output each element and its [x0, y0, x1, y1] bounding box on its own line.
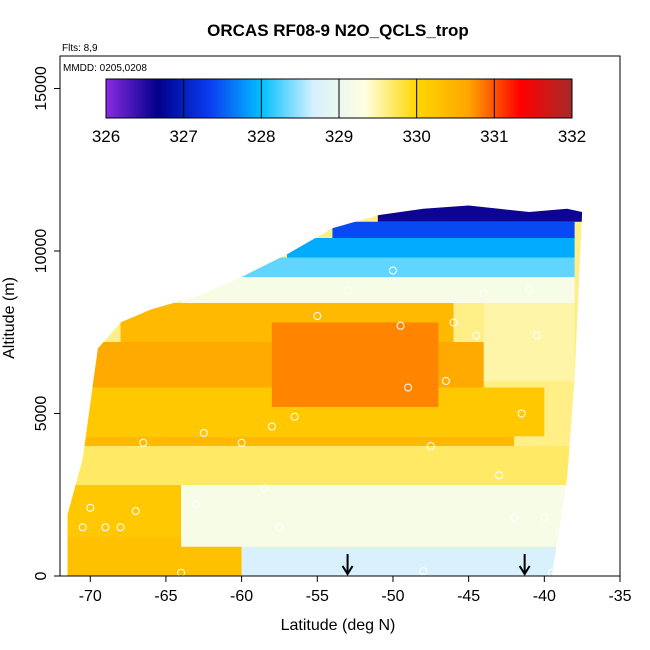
plot-frame: [59, 55, 621, 577]
arrow-marker: [341, 554, 354, 576]
x-tick-label: -55: [306, 588, 329, 605]
sample-point: [86, 503, 95, 512]
colorbar-tick-label: 326: [92, 127, 120, 146]
sample-points: [78, 214, 594, 577]
sample-point: [472, 331, 481, 340]
curtain-band: [377, 205, 583, 222]
curtain-band: [241, 257, 575, 277]
curtain-band: [483, 303, 575, 381]
sample-point: [585, 214, 594, 223]
mmdd-annotation: MMDD: 0205,0208: [63, 63, 147, 74]
x-tick-label: -50: [381, 588, 404, 605]
y-tick-label: 0: [33, 571, 50, 580]
x-tick-label: -70: [79, 588, 102, 605]
sample-point: [404, 383, 413, 392]
sample-point: [139, 438, 148, 447]
curtain-band: [181, 277, 575, 303]
colorbar-tick-label: 327: [169, 127, 197, 146]
chart-title: ORCAS RF08-9 N2O_QCLS_trop: [207, 21, 469, 40]
y-axis: 0 5000 10000 15000: [33, 66, 60, 580]
x-axis: -70 -65 -60 -55 -50 -45 -40 -35: [79, 576, 632, 605]
curtain-band: [67, 436, 515, 446]
sample-point: [396, 321, 405, 330]
curtain-band: [67, 485, 182, 537]
sample-point: [78, 523, 87, 532]
curtain-band: [241, 546, 575, 576]
colorbar-tick-label: 330: [402, 127, 430, 146]
sample-point: [426, 442, 435, 450]
colorbar-tick-label: 328: [247, 127, 275, 146]
sample-point: [131, 507, 140, 515]
sample-point: [510, 513, 519, 522]
sample-point: [494, 471, 503, 480]
curtain-fill: [67, 205, 583, 576]
sample-point: [237, 438, 246, 447]
sample-point: [517, 409, 526, 418]
sample-point: [260, 484, 269, 493]
sample-point: [275, 523, 284, 532]
colorbar-tick-label: 329: [325, 127, 353, 146]
x-tick-label: -45: [457, 588, 480, 605]
sample-point: [479, 289, 488, 298]
sample-point: [290, 412, 299, 421]
colorbar-tick-label: 331: [480, 127, 508, 146]
curtain-band: [271, 322, 439, 407]
sample-point: [525, 286, 534, 294]
curtain-band: [332, 221, 575, 238]
sample-point: [313, 312, 322, 320]
sample-point: [267, 422, 276, 431]
x-tick-label: -60: [230, 588, 253, 605]
curtain-layer: [67, 205, 583, 576]
sample-point: [116, 523, 125, 532]
sample-point: [192, 500, 201, 509]
y-tick-label: 10000: [33, 229, 50, 274]
sample-point: [532, 331, 541, 340]
sample-point: [199, 429, 208, 437]
x-tick-label: -65: [154, 588, 177, 605]
x-axis-label: Latitude (deg N): [281, 617, 396, 634]
x-tick-label: -40: [533, 588, 556, 605]
colorbar-tick-label: 332: [558, 127, 586, 146]
sample-point: [540, 513, 549, 522]
arrow-markers: [341, 554, 531, 576]
x-tick-label: -35: [608, 588, 631, 605]
sample-point: [441, 377, 450, 385]
arrow-marker: [518, 554, 531, 576]
curtain-band: [67, 446, 575, 485]
y-tick-label: 5000: [33, 396, 50, 432]
sample-point: [449, 318, 458, 327]
sample-point: [419, 567, 428, 576]
flights-annotation: Flts: 8,9: [62, 43, 98, 54]
sample-point: [101, 523, 110, 532]
y-tick-label: 15000: [33, 66, 50, 111]
y-axis-label: Altitude (m): [1, 277, 18, 359]
sample-point: [343, 286, 352, 294]
colorbar-ticks: 326 327 328 329 330 331 332: [92, 79, 586, 146]
curtain-band: [181, 485, 575, 547]
sample-point: [388, 266, 397, 275]
curtain-band: [287, 238, 575, 258]
